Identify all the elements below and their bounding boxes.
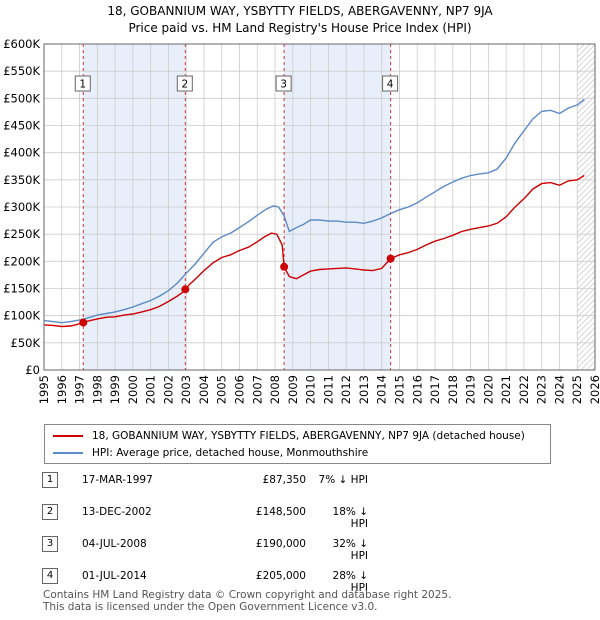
transaction-price: £190,000 <box>255 538 306 550</box>
transaction-badge: 1 <box>42 472 58 488</box>
y-tick-label: £450K <box>3 119 40 133</box>
transaction-hpi: 7% ↓ HPI <box>318 474 368 486</box>
x-tick-label: 2011 <box>321 375 335 404</box>
x-tick-label: 1996 <box>55 375 69 404</box>
y-tick-label: £0 <box>25 363 40 377</box>
chart-title: 18, GOBANNIUM WAY, YSBYTTY FIELDS, ABERG… <box>0 3 600 37</box>
x-tick-label: 2022 <box>517 375 531 404</box>
x-tick-label: 2001 <box>144 375 158 404</box>
sale-badge-box <box>382 75 399 92</box>
y-tick-label: £600K <box>3 37 40 51</box>
hpi-line <box>44 98 585 324</box>
footer-licence: This data is licensed under the Open Gov… <box>43 601 378 613</box>
x-tick-label: 2002 <box>161 375 175 404</box>
sale-badge-label: 1 <box>79 79 86 91</box>
transaction-date: 17-MAR-1997 <box>82 474 153 486</box>
x-tick-label: 2024 <box>552 375 566 404</box>
transaction-price: £87,350 <box>262 474 306 486</box>
sale-point <box>386 254 395 263</box>
transaction-date: 01-JUL-2014 <box>82 570 147 582</box>
x-tick-label: 2012 <box>339 375 353 404</box>
y-tick-label: £400K <box>3 146 40 160</box>
sale-badge-box <box>176 75 193 92</box>
table-row: 3 04-JUL-2008 £190,000 32% ↓ HPI <box>42 536 372 562</box>
x-tick-label: 2005 <box>215 375 229 404</box>
transaction-price: £148,500 <box>255 506 306 518</box>
y-tick-label: £200K <box>3 254 40 268</box>
price-chart: £0 £50K £100K £150K £200K £250K £300K £350K £400… <box>3 37 600 404</box>
transaction-badge: 4 <box>42 568 58 584</box>
x-tick-label: 2015 <box>392 375 406 404</box>
x-tick-label: 1995 <box>37 375 51 404</box>
property-price-line <box>44 174 585 328</box>
transaction-price: £205,000 <box>255 570 306 582</box>
plot-frame <box>43 43 596 371</box>
legend-item-hpi: HPI: Average price, detached house, Monm… <box>53 445 368 461</box>
y-tick-label: £50K <box>11 336 41 350</box>
transaction-hpi: 18% ↓ HPI <box>332 506 368 530</box>
transaction-badge: 3 <box>42 536 58 552</box>
sale-badge-box <box>275 75 292 92</box>
x-tick-label: 2004 <box>197 375 211 404</box>
legend-swatch-property <box>53 435 83 437</box>
transaction-hpi: 32% ↓ HPI <box>332 538 368 562</box>
transaction-date: 13-DEC-2002 <box>82 506 152 518</box>
x-tick-label: 1998 <box>90 375 104 404</box>
sale-point <box>280 262 289 271</box>
y-tick-label: £350K <box>3 173 40 187</box>
sale-badge-label: 4 <box>387 79 394 91</box>
legend-label-property: 18, GOBANNIUM WAY, YSBYTTY FIELDS, ABERG… <box>92 430 525 442</box>
x-tick-label: 2013 <box>357 375 371 404</box>
legend-swatch-hpi <box>53 452 83 454</box>
x-tick-label: 2023 <box>535 375 549 404</box>
x-tick-label: 2000 <box>126 375 140 404</box>
x-tick-label: 2019 <box>464 375 478 404</box>
x-tick-label: 2006 <box>233 375 247 404</box>
sale-point <box>79 318 88 327</box>
sale-point <box>181 285 190 294</box>
y-tick-label: £150K <box>3 282 40 296</box>
x-tick-label: 1997 <box>73 375 87 404</box>
legend-item-property: 18, GOBANNIUM WAY, YSBYTTY FIELDS, ABERG… <box>53 428 525 444</box>
chart-legend: 18, GOBANNIUM WAY, YSBYTTY FIELDS, ABERG… <box>44 424 551 464</box>
sale-badge-label: 2 <box>181 79 188 91</box>
x-tick-label: 2009 <box>286 375 300 404</box>
x-tick-label: 2020 <box>481 375 495 404</box>
table-row: 4 01-JUL-2014 £205,000 28% ↓ HPI <box>42 568 372 594</box>
y-tick-label: £100K <box>3 309 40 323</box>
x-tick-label: 2018 <box>446 375 460 404</box>
table-row: 2 13-DEC-2002 £148,500 18% ↓ HPI <box>42 504 372 530</box>
table-row: 1 17-MAR-1997 £87,350 7% ↓ HPI <box>42 472 372 490</box>
x-tick-label: 2017 <box>428 375 442 404</box>
x-tick-label: 2003 <box>179 375 193 404</box>
x-tick-label: 2007 <box>250 375 264 404</box>
y-tick-label: £550K <box>3 64 40 78</box>
sale-badge-label: 3 <box>280 79 287 91</box>
title-line-1: 18, GOBANNIUM WAY, YSBYTTY FIELDS, ABERG… <box>107 4 493 18</box>
footer-copyright: Contains HM Land Registry data © Crown c… <box>43 589 452 601</box>
y-tick-label: £250K <box>3 227 40 241</box>
x-tick-label: 2010 <box>304 375 318 404</box>
sale-badge-box <box>74 75 91 92</box>
x-tick-label: 2014 <box>375 375 389 404</box>
transaction-date: 04-JUL-2008 <box>82 538 147 550</box>
transaction-hpi: 28% ↓ HPI <box>332 570 368 594</box>
x-tick-label: 2021 <box>499 375 513 404</box>
x-tick-label: 2016 <box>410 375 424 404</box>
legend-label-hpi: HPI: Average price, detached house, Monm… <box>92 447 369 459</box>
y-tick-label: £300K <box>3 200 40 214</box>
footer: Contains HM Land Registry data © Crown c… <box>43 589 451 613</box>
x-tick-label: 2025 <box>570 375 584 404</box>
x-tick-label: 2008 <box>268 375 282 404</box>
x-tick-label: 1999 <box>108 375 122 404</box>
y-tick-label: £500K <box>3 91 40 105</box>
title-line-2: Price paid vs. HM Land Registry's House … <box>128 21 472 35</box>
transaction-badge: 2 <box>42 504 58 520</box>
x-tick-label: 2026 <box>588 375 600 404</box>
